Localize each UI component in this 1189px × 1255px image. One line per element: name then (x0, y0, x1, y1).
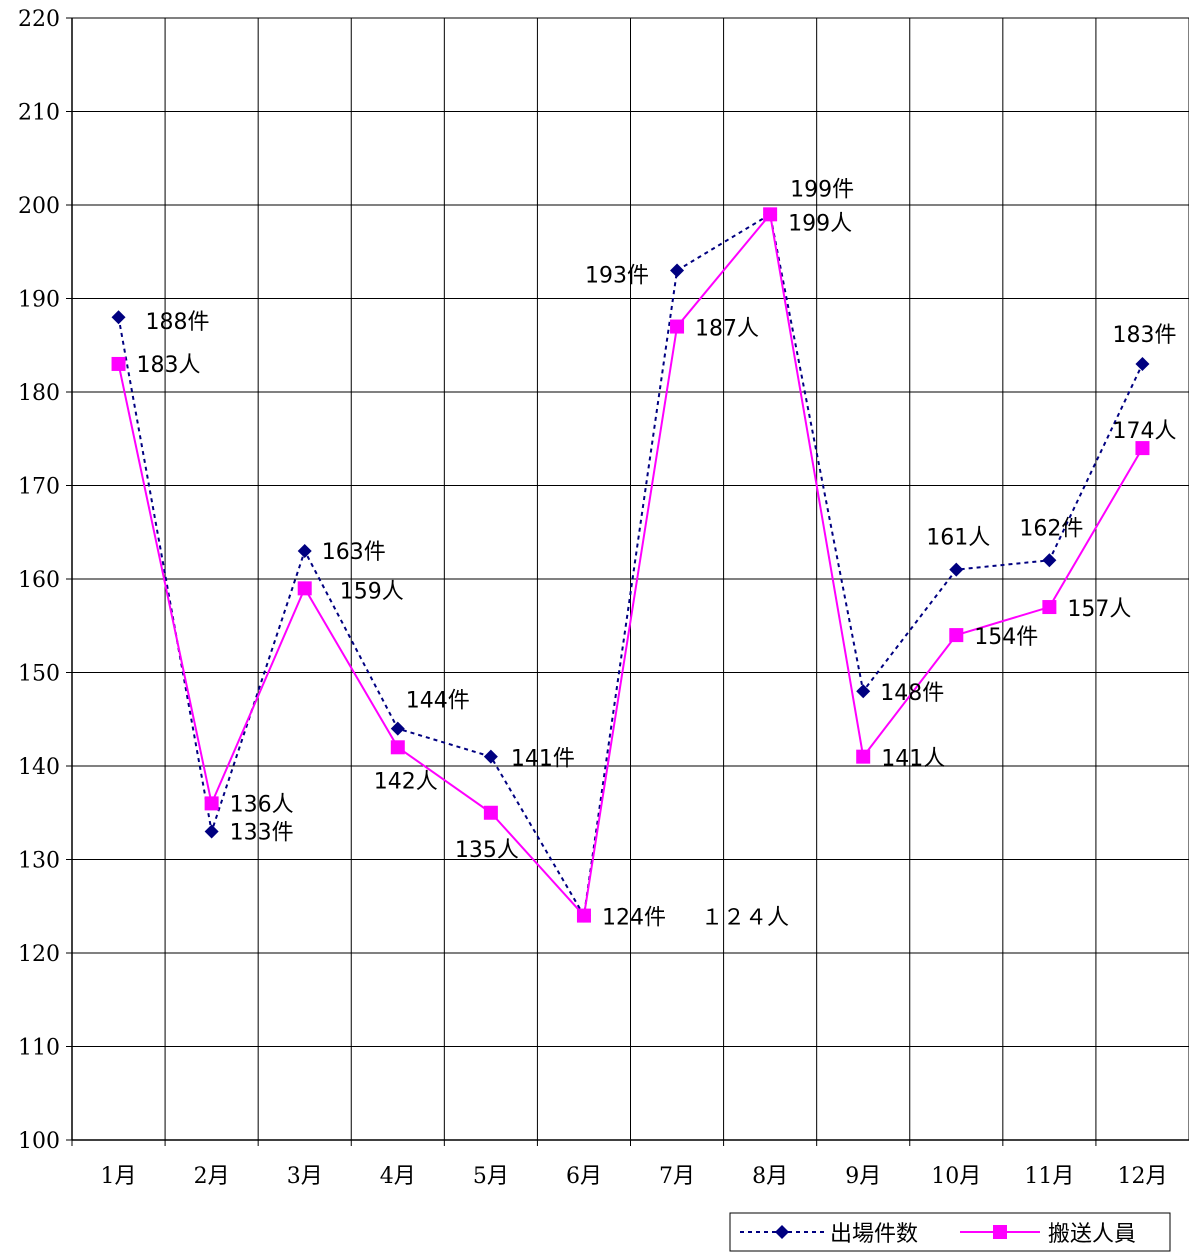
x-tick-label: 8月 (752, 1164, 788, 1189)
data-label: 141人 (881, 747, 945, 772)
x-tick-label: 4月 (380, 1164, 416, 1189)
marker-square (1135, 441, 1150, 456)
data-label: 124件 (602, 906, 666, 931)
data-label: 188件 (146, 310, 210, 335)
data-label: 163件 (322, 540, 386, 565)
marker-square (1042, 600, 1057, 615)
data-label: 183人 (137, 353, 201, 378)
x-tick-label: 3月 (287, 1164, 323, 1189)
y-tick-label: 200 (18, 194, 60, 219)
x-axis-ticks: 1月 2月 3月 4月 5月 6月 7月 8月 9月 10月 11月 12月 (101, 1164, 1168, 1189)
x-tick-label: 2月 (194, 1164, 230, 1189)
y-tick-label: 180 (18, 381, 60, 406)
legend-marker-diamond (775, 1225, 789, 1239)
data-label: 161人 (926, 526, 990, 551)
x-tick-label: 7月 (659, 1164, 695, 1189)
y-tick-label: 220 (18, 7, 60, 32)
series-line-1 (117, 212, 1144, 918)
series-line-0 (117, 212, 1144, 919)
data-label: 135人 (455, 838, 519, 863)
data-label: 199人 (788, 211, 852, 236)
marker-diamond (1135, 356, 1150, 371)
marker-diamond (390, 721, 405, 736)
marker-diamond (949, 562, 964, 577)
x-tick-label: 9月 (845, 1164, 881, 1189)
legend-box (729, 1212, 1171, 1252)
data-label: 187人 (695, 317, 759, 342)
x-tick-label: 5月 (473, 1164, 509, 1189)
marker-diamond (1042, 553, 1057, 568)
marker-square (111, 356, 126, 371)
data-label: 183件 (1112, 323, 1176, 348)
marker-diamond (111, 310, 126, 325)
marker-diamond (204, 824, 219, 839)
y-tick-label: 120 (18, 942, 60, 967)
data-label: 174人 (1112, 419, 1176, 444)
marker-diamond (670, 263, 685, 278)
y-tick-label: 150 (18, 662, 60, 687)
data-label: 154件 (974, 625, 1038, 650)
marker-square (297, 581, 312, 596)
marker-square (576, 908, 591, 923)
data-label: 157人 (1067, 597, 1131, 622)
y-tick-label: 190 (18, 288, 60, 313)
marker-square (204, 796, 219, 811)
data-label: 142人 (374, 769, 438, 794)
data-label: 148件 (880, 681, 944, 706)
data-label: 144件 (406, 689, 470, 714)
y-tick-label: 160 (18, 568, 60, 593)
data-label: １２４人 (701, 906, 789, 931)
marker-square (390, 740, 405, 755)
data-label: 159人 (340, 579, 404, 604)
x-tick-label: 6月 (566, 1164, 602, 1189)
y-tick-label: 130 (18, 849, 60, 874)
data-label: 199件 (790, 177, 854, 202)
data-label: 193件 (585, 263, 649, 288)
series-layer (111, 207, 1150, 923)
legend-marker-square (993, 1225, 1007, 1239)
marker-square (856, 749, 871, 764)
x-tick-label: 1月 (101, 1164, 137, 1189)
y-tick-label: 140 (18, 755, 60, 780)
y-tick-label: 210 (18, 101, 60, 126)
marker-square (949, 628, 964, 643)
y-axis-ticks: 100 110 120 130 140 150 160 170 180 190 200 210 220 (18, 7, 60, 1154)
marker-diamond (856, 684, 871, 699)
y-tick-label: 170 (18, 475, 60, 500)
x-tick-label: 12月 (1117, 1164, 1167, 1189)
marker-square (763, 207, 778, 222)
x-tick-label: 11月 (1024, 1164, 1074, 1189)
y-tick-label: 110 (18, 1036, 60, 1061)
x-tick-label: 10月 (931, 1164, 981, 1189)
legend-label-1: 搬送人員 (1048, 1222, 1136, 1247)
marker-square (483, 805, 498, 820)
data-label: 133件 (230, 820, 294, 845)
data-label: 141件 (511, 747, 575, 772)
y-tick-label: 100 (18, 1129, 60, 1154)
legend-label-0: 出場件数 (830, 1222, 918, 1247)
legend: 出場件数 搬送人員 (729, 1212, 1171, 1252)
marker-diamond (483, 749, 498, 764)
data-labels: 188件 133件 163件 144件 141件 124件 193件 199件 148件 161人… (137, 177, 1177, 930)
marker-square (670, 319, 685, 334)
marker-diamond (297, 543, 312, 558)
data-label: 162件 (1019, 516, 1083, 541)
data-label: 136人 (230, 792, 294, 817)
